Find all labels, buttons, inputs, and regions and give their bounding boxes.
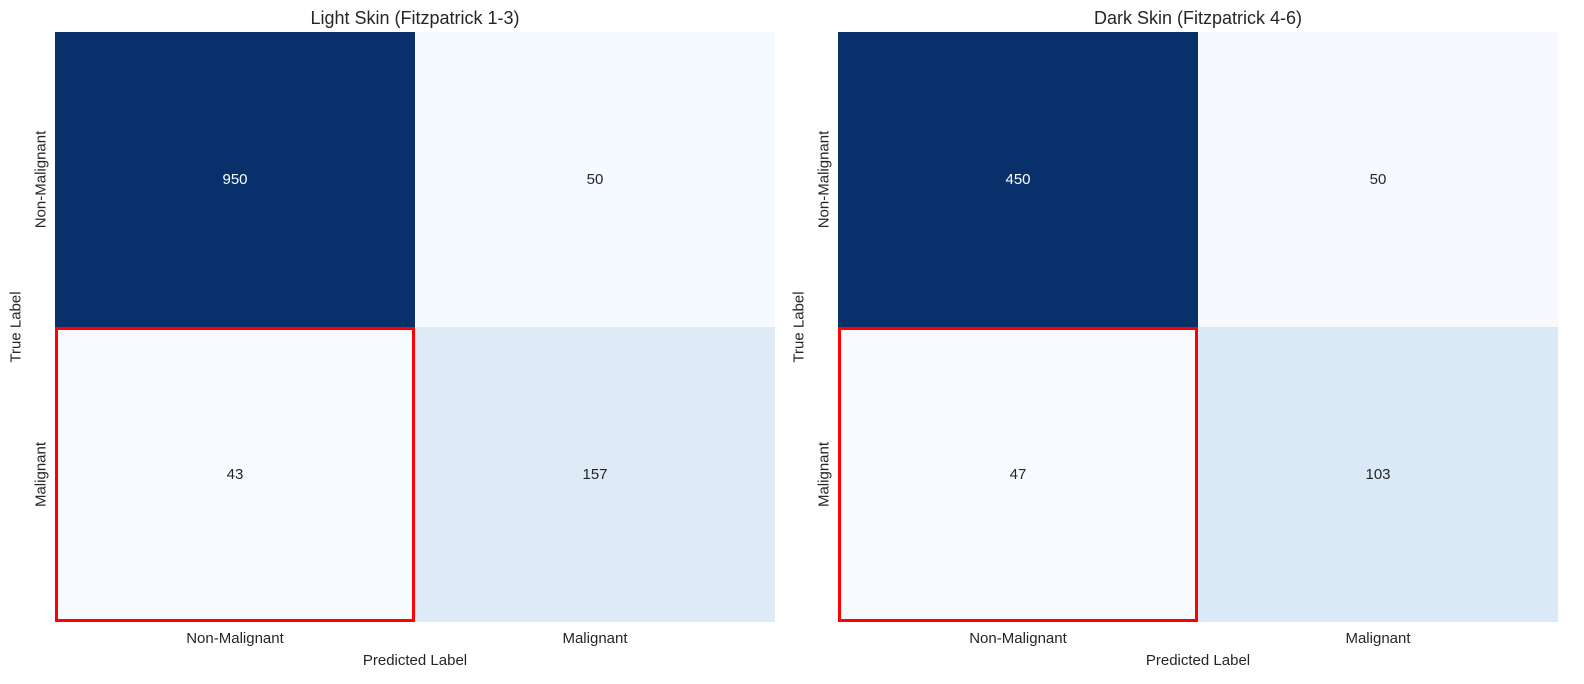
heatmap-cell-r1-c0 <box>55 327 415 622</box>
heatmap-cell-r0-c0 <box>55 32 415 327</box>
heatmap-cell-r0-c0 <box>838 32 1198 327</box>
x-axis-label: Predicted Label <box>1146 652 1250 669</box>
y-axis-label: True Label <box>791 291 808 362</box>
panel-dark-skin: 450 50 47 103 Dark Skin (Fitzpatrick 4-6) Non… <box>791 8 1558 669</box>
x-axis-label: Predicted Label <box>363 652 467 669</box>
cell-value-r1-c0: 43 <box>227 466 244 483</box>
chart-title: Light Skin (Fitzpatrick 1-3) <box>310 8 519 28</box>
y-axis-label: True Label <box>8 291 25 362</box>
panel-light-skin: 950 50 43 157 Light Skin (Fitzpatrick 1-3) No… <box>8 8 775 669</box>
x-tick-label-non-malignant: Non-Malignant <box>186 630 284 647</box>
x-tick-label-non-malignant: Non-Malignant <box>969 630 1067 647</box>
cell-value-r0-c0: 450 <box>1005 171 1030 188</box>
highlight-box <box>838 327 1198 622</box>
heatmap-cell-r0-c1 <box>1198 32 1558 327</box>
highlight-box <box>55 327 415 622</box>
cell-value-r1-c1: 157 <box>582 466 607 483</box>
y-tick-label-non-malignant: Non-Malignant <box>816 130 833 228</box>
heatmap-cell-r0-c1 <box>415 32 775 327</box>
y-tick-label-malignant: Malignant <box>33 441 50 507</box>
cell-value-r1-c0: 47 <box>1010 466 1027 483</box>
heatmap-cell-r1-c1 <box>415 327 775 622</box>
y-tick-label-non-malignant: Non-Malignant <box>33 130 50 228</box>
chart-title: Dark Skin (Fitzpatrick 4-6) <box>1094 8 1302 28</box>
cell-value-r0-c1: 50 <box>1370 171 1387 188</box>
cell-value-r0-c1: 50 <box>587 171 604 188</box>
y-tick-label-malignant: Malignant <box>816 441 833 507</box>
heatmap-cell-r1-c0 <box>838 327 1198 622</box>
x-tick-label-malignant: Malignant <box>1345 630 1411 647</box>
cell-value-r1-c1: 103 <box>1365 466 1390 483</box>
cell-value-r0-c0: 950 <box>222 171 247 188</box>
x-tick-label-malignant: Malignant <box>562 630 628 647</box>
heatmap-cell-r1-c1 <box>1198 327 1558 622</box>
